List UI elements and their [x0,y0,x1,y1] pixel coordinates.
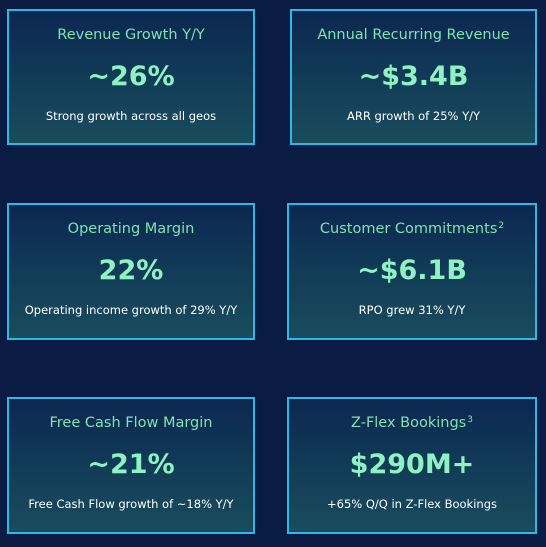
card-value: ~$6.1B [357,255,467,286]
kpi-card: Annual Recurring Revenue ~$3.4B ARR growth… [290,9,537,145]
kpi-card: Free Cash Flow Margin ~21% Free Cash Flow … [7,397,255,534]
kpi-card: Operating Margin 22% Operating income grow… [7,203,255,340]
card-title: Annual Recurring Revenue [292,27,535,43]
card-subtitle: ARR growth of 25% Y/Y [346,109,481,123]
footnote-marker: 3 [467,415,473,425]
card-value: ~21% [87,449,175,480]
footnote-marker: 2 [498,221,505,231]
card-value: ~$3.4B [358,61,469,92]
card-subtitle: Operating income growth of 29% Y/Y [24,303,238,317]
card-title-text: Customer Commitments [319,221,498,237]
card-title-text: Operating Margin [67,221,195,237]
kpi-card: Customer Commitments2 ~$6.1B RPO grew 31% … [287,203,537,340]
card-subtitle: Free Cash Flow growth of ~18% Y/Y [28,497,234,511]
card-title-text: Revenue Growth Y/Y [57,27,205,43]
card-title-text: Annual Recurring Revenue [317,27,510,43]
kpi-card: Revenue Growth Y/Y ~26% Strong growth acro… [7,9,255,145]
card-subtitle: RPO grew 31% Y/Y [358,303,466,317]
card-title: Operating Margin [9,221,253,237]
card-title-text: Free Cash Flow Margin [49,415,213,431]
kpi-card: Z-Flex Bookings3 $290M+ +65% Q/Q in Z-Flex… [287,397,537,534]
card-title-text: Z-Flex Bookings [351,415,467,431]
card-value: 22% [98,255,164,286]
card-title: Customer Commitments2 [289,221,535,237]
card-value: ~26% [87,61,175,92]
card-subtitle: Strong growth across all geos [45,109,217,123]
card-title: Z-Flex Bookings3 [289,415,535,431]
card-value: $290M+ [349,449,475,480]
card-subtitle: +65% Q/Q in Z-Flex Bookings [327,497,497,511]
card-title: Revenue Growth Y/Y [9,27,253,43]
card-title: Free Cash Flow Margin [9,415,253,431]
